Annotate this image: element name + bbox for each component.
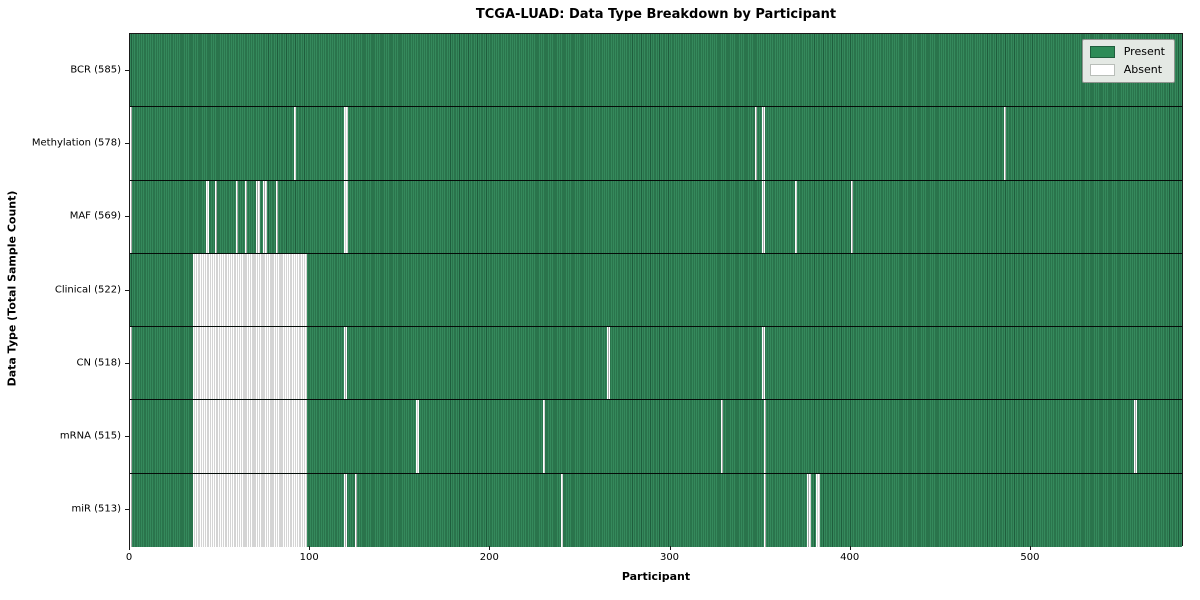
- ytick-mark: [125, 69, 129, 71]
- ytick-label-mrna: mRNA (515): [59, 430, 121, 442]
- xtick-mark: [1029, 546, 1031, 550]
- chart-title: TCGA-LUAD: Data Type Breakdown by Partic…: [475, 7, 837, 22]
- absent-span: [344, 107, 348, 180]
- absent-span: [807, 473, 812, 547]
- ytick-mark: [125, 362, 129, 364]
- absent-span: [130, 180, 133, 253]
- absent-swatch-icon: [1089, 63, 1115, 76]
- xtick-label-400: 400: [840, 552, 860, 563]
- xtick-mark: [129, 546, 130, 550]
- plot-area: [129, 33, 1183, 547]
- ytick-label-cn: CN (518): [76, 357, 121, 369]
- y-axis-label: Data Type (Total Sample Count): [5, 190, 19, 387]
- xtick-label-0: 0: [125, 552, 133, 563]
- absent-span: [764, 400, 767, 473]
- absent-span: [263, 180, 267, 253]
- absent-span: [1003, 107, 1007, 180]
- ytick-mark: [125, 216, 129, 218]
- absent-span: [214, 180, 217, 253]
- absent-span: [130, 473, 133, 547]
- ytick-label-maf: MAF (569): [69, 210, 121, 222]
- absent-span: [193, 400, 307, 473]
- legend-label-present: Present: [1123, 45, 1165, 58]
- absent-span: [193, 253, 307, 327]
- absent-span: [794, 180, 798, 253]
- present-swatch-icon: [1089, 45, 1115, 58]
- xtick-label-300: 300: [659, 552, 680, 563]
- absent-span: [193, 327, 307, 400]
- absent-span: [355, 473, 358, 547]
- ytick-label-mir: miR (513): [71, 503, 121, 515]
- legend-entry-present: Present: [1089, 45, 1165, 58]
- absent-span: [416, 400, 419, 473]
- absent-span: [344, 180, 348, 253]
- row-bcr: [130, 34, 1182, 108]
- absent-span: [1133, 400, 1138, 473]
- ytick-mark: [125, 436, 129, 438]
- xtick-label-200: 200: [479, 552, 499, 563]
- ytick-label-clinical: Clinical (522): [54, 284, 121, 295]
- absent-span: [256, 180, 260, 253]
- absent-span: [245, 180, 248, 253]
- absent-span: [344, 473, 347, 547]
- absent-span: [755, 107, 758, 180]
- absent-span: [205, 180, 210, 253]
- xtick-label-500: 500: [1020, 552, 1040, 563]
- xtick-mark: [669, 546, 671, 550]
- row-clinical: [130, 253, 1182, 328]
- absent-span: [275, 180, 279, 253]
- ytick-mark: [125, 509, 129, 511]
- legend-label-absent: Absent: [1123, 63, 1163, 76]
- legend-entry-absent: Absent: [1089, 63, 1165, 76]
- absent-span: [762, 107, 765, 180]
- absent-span: [720, 400, 724, 473]
- xtick-mark: [309, 546, 311, 550]
- absent-span: [607, 327, 610, 400]
- xtick-mark: [849, 546, 851, 550]
- ytick-mark: [125, 142, 129, 144]
- absent-span: [762, 180, 765, 253]
- absent-span: [130, 107, 133, 180]
- ytick-label-bcr: BCR (585): [70, 64, 121, 76]
- x-axis-label: Participant: [621, 570, 691, 583]
- absent-span: [816, 473, 821, 547]
- ytick-mark: [125, 289, 129, 291]
- absent-span: [193, 473, 307, 547]
- absent-span: [130, 400, 133, 473]
- row-methylation: [130, 107, 1182, 181]
- absent-span: [344, 327, 347, 400]
- row-mrna: [130, 400, 1182, 474]
- absent-span: [560, 473, 563, 547]
- row-mir: [130, 473, 1182, 547]
- absent-span: [542, 400, 545, 473]
- absent-span: [130, 327, 133, 400]
- absent-span: [764, 473, 767, 547]
- xtick-mark: [489, 546, 491, 550]
- row-maf: [130, 180, 1182, 254]
- ytick-label-methylation: Methylation (578): [31, 137, 121, 149]
- absent-span: [850, 180, 853, 253]
- absent-span: [293, 107, 297, 180]
- xtick-label-100: 100: [299, 552, 319, 563]
- legend: Present Absent: [1081, 39, 1175, 83]
- row-cn: [130, 327, 1182, 401]
- absent-span: [762, 327, 765, 400]
- absent-span: [236, 180, 239, 253]
